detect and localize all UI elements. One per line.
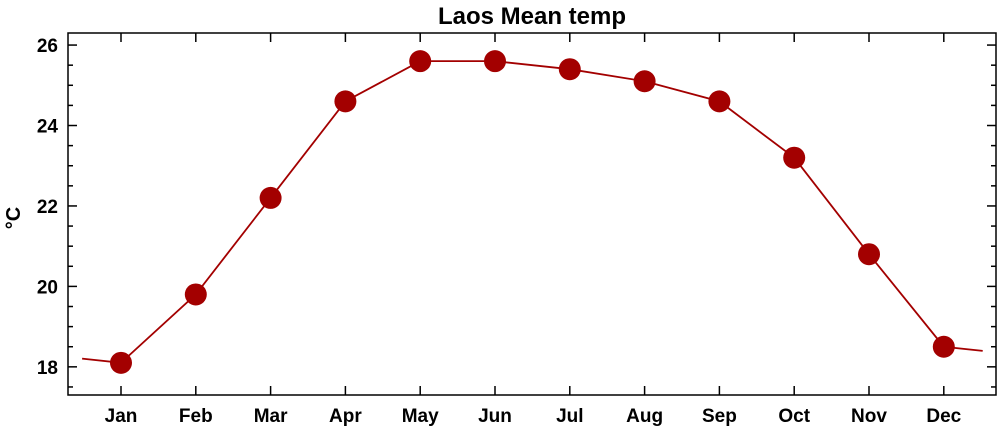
y-tick-label: 20 [37,277,58,298]
chart-title: Laos Mean temp [438,3,626,30]
axis-ticks [68,33,996,395]
data-point [334,90,357,113]
data-point [558,58,581,81]
x-tick-label: Jan [105,406,138,427]
x-tick-label: Apr [329,406,362,427]
data-point [783,146,806,169]
x-tick-label: Dec [926,406,961,427]
series-group [82,50,983,374]
x-tick-label: Sep [702,406,737,427]
series-line [82,60,983,364]
data-point [932,335,955,358]
y-tick-label: 24 [37,117,59,138]
x-tick-label: Aug [626,406,663,427]
x-tick-label: Jun [478,406,512,427]
plot-frame [67,32,997,396]
data-point [633,70,656,93]
x-tick-label: Oct [778,406,810,427]
data-point [858,243,880,266]
data-point [708,90,731,113]
data-point [409,50,432,73]
data-point [184,283,207,306]
y-axis-label: °C [3,207,25,229]
y-tick-label: 26 [37,36,58,57]
data-point [110,351,132,374]
tick-labels: Jan Feb Mar Apr May Jun Jul Aug Sep Oct Nov Dec 18 20… [37,36,962,427]
x-tick-label: May [402,406,439,427]
y-tick-label: 18 [37,358,58,379]
y-tick-label: 22 [37,197,58,218]
data-point [484,50,506,73]
data-point [259,186,282,209]
x-tick-label: Jul [556,406,583,427]
x-tick-label: Nov [851,406,887,427]
x-tick-label: Feb [179,406,213,427]
x-tick-label: Mar [254,406,288,427]
